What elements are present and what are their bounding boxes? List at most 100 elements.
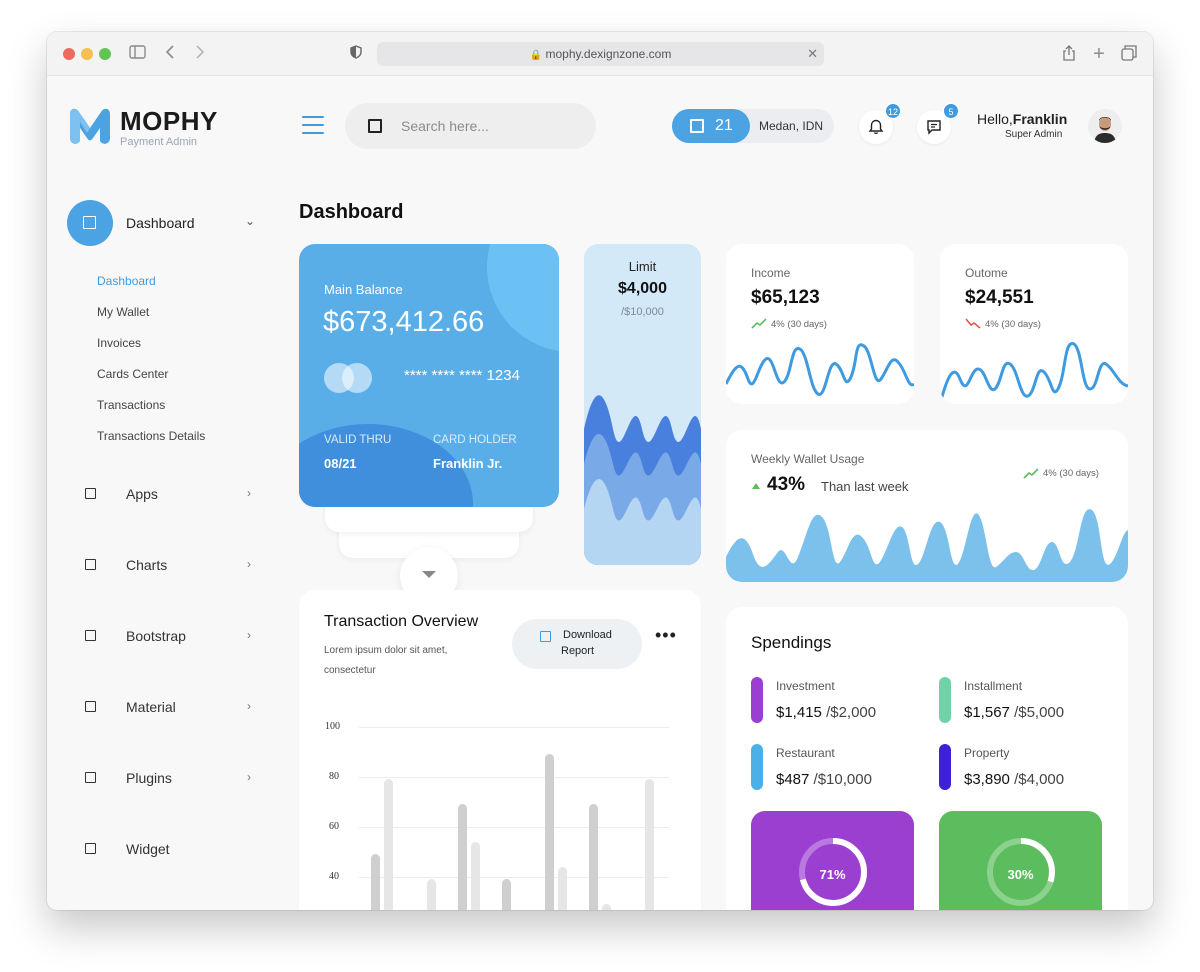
submenu-transactions-details[interactable]: Transactions Details	[97, 429, 206, 443]
limit-card[interactable]: Limit $4,000 /$10,000	[584, 244, 701, 565]
avatar[interactable]	[1088, 109, 1122, 143]
address-bar[interactable]: 🔒 mophy.dexignzone.com ✕	[377, 42, 824, 66]
spending-name: Investment	[776, 679, 835, 693]
installment-progress-tile[interactable]: 30%	[939, 811, 1102, 910]
brand-subtitle: Payment Admin	[120, 136, 198, 148]
trend-down-icon	[965, 318, 981, 329]
submenu-transactions[interactable]: Transactions	[97, 398, 166, 412]
spending-value-line: $1,567 /$5,000	[964, 704, 1064, 721]
browser-window: 🔒 mophy.dexignzone.com ✕ + MOPHY Payment…	[47, 32, 1153, 910]
shield-icon[interactable]	[347, 45, 365, 63]
close-window-button[interactable]	[63, 48, 75, 60]
user-greeting[interactable]: Hello,Franklin	[977, 111, 1067, 127]
gridline	[359, 827, 669, 828]
sidebar-item-label: Charts	[126, 557, 168, 573]
trend-up-arrow-icon	[752, 483, 760, 489]
maximize-window-button[interactable]	[99, 48, 111, 60]
spending-name: Restaurant	[776, 746, 835, 760]
submenu-invoices[interactable]: Invoices	[97, 336, 142, 350]
greeting-text: Hello,	[977, 111, 1013, 127]
weather-widget[interactable]: 21 Medan, IDN	[672, 109, 834, 143]
bar	[458, 804, 467, 910]
income-label: Income	[751, 266, 791, 280]
sidebar-item-label: Plugins	[126, 770, 172, 786]
bar	[427, 879, 436, 910]
sidebar-item-apps[interactable]: Apps ›	[83, 484, 263, 504]
lock-icon: 🔒	[529, 50, 543, 61]
app-root: MOPHY Payment Admin 21 Medan, IDN 12 5 H…	[47, 76, 1153, 910]
card-holder-label: CARD HOLDER	[433, 434, 517, 446]
back-icon[interactable]	[161, 45, 179, 63]
weekly-note: Than last week	[821, 479, 909, 494]
income-sparkline	[726, 343, 914, 396]
messages-button[interactable]: 5	[917, 103, 959, 144]
sidebar-item-label: Widget	[126, 841, 170, 857]
search-icon	[368, 119, 382, 133]
card-holder-value: Franklin Jr.	[433, 456, 503, 471]
weather-icon	[690, 119, 704, 133]
new-tab-icon[interactable]: +	[1093, 43, 1105, 65]
sidebar-item-widget[interactable]: Widget	[83, 839, 263, 859]
y-tick-label: 60	[329, 821, 339, 832]
spending-value-line: $3,890 /$4,000	[964, 771, 1064, 788]
share-icon[interactable]	[1060, 45, 1078, 63]
search-input[interactable]	[401, 116, 581, 136]
more-options-icon[interactable]: •••	[655, 625, 677, 645]
transaction-overview-card: Transaction Overview Lorem ipsum dolor s…	[299, 590, 701, 910]
bar	[371, 854, 380, 910]
user-role: Super Admin	[1005, 129, 1063, 140]
hamburger-menu-icon[interactable]	[302, 116, 324, 134]
main-balance-card[interactable]: Main Balance $673,412.66 **** **** **** …	[299, 244, 559, 507]
download-report-button[interactable]: Download Report	[512, 619, 642, 669]
spending-name: Installment	[964, 679, 1023, 693]
minimize-window-button[interactable]	[81, 48, 93, 60]
url-text: mophy.dexignzone.com	[545, 47, 672, 61]
clear-url-icon[interactable]: ✕	[807, 46, 818, 61]
submenu-cards-center[interactable]: Cards Center	[97, 367, 169, 381]
trend-up-icon	[1023, 468, 1039, 479]
income-card[interactable]: Income $65,123 4% (30 days)	[726, 244, 914, 404]
messages-count-badge: 5	[943, 103, 959, 119]
gridline	[359, 877, 669, 878]
spending-of: /$5,000	[1014, 704, 1065, 721]
download-label: Download	[563, 629, 612, 641]
progress-value: 30%	[1007, 867, 1034, 882]
sidebar-item-material[interactable]: Material ›	[83, 697, 263, 717]
charts-icon	[85, 559, 96, 570]
sidebar-item-bootstrap[interactable]: Bootstrap ›	[83, 626, 263, 646]
report-label: Report	[561, 645, 595, 657]
outcome-trend: 4% (30 days)	[985, 319, 1041, 330]
weekly-wallet-card[interactable]: Weekly Wallet Usage 43% Than last week 4…	[726, 430, 1128, 582]
installment-color-bar	[939, 677, 951, 723]
bar	[602, 904, 611, 910]
investment-progress-tile[interactable]: 71%	[751, 811, 914, 910]
sidebar-item-label: Apps	[126, 486, 158, 502]
weekly-area-chart	[726, 509, 1128, 582]
temperature-value: 21	[715, 117, 733, 134]
notification-button[interactable]: 12	[859, 103, 901, 144]
search-box	[345, 103, 596, 149]
sidebar-item-charts[interactable]: Charts ›	[83, 555, 263, 575]
forward-icon[interactable]	[191, 45, 209, 63]
limit-label: Limit	[628, 259, 657, 274]
spending-of: /$2,000	[826, 704, 877, 721]
brand-title: MOPHY	[120, 106, 218, 136]
apps-icon	[85, 488, 96, 499]
page-title: Dashboard	[299, 201, 404, 223]
submenu-my-wallet[interactable]: My Wallet	[97, 305, 150, 319]
outcome-card[interactable]: Outome $24,551 4% (30 days)	[940, 244, 1128, 404]
spending-of: /$4,000	[1014, 771, 1065, 788]
sidebar-toggle-icon[interactable]	[128, 45, 146, 63]
gridline	[359, 727, 669, 728]
trend-up-icon	[751, 318, 767, 329]
outcome-label: Outome	[965, 266, 1008, 280]
sidebar-dashboard-label: Dashboard	[126, 215, 195, 231]
sidebar-item-dashboard[interactable]: Dashboard ⌄	[67, 200, 267, 246]
sidebar-item-plugins[interactable]: Plugins ›	[83, 768, 263, 788]
submenu-dashboard[interactable]: Dashboard	[97, 274, 156, 288]
tabs-overview-icon[interactable]	[1120, 45, 1138, 63]
sidebar-item-label: Material	[126, 699, 176, 715]
spending-value-line: $487 /$10,000	[776, 771, 872, 788]
spending-name: Property	[964, 746, 1010, 760]
browser-titlebar: 🔒 mophy.dexignzone.com ✕ +	[47, 32, 1153, 76]
